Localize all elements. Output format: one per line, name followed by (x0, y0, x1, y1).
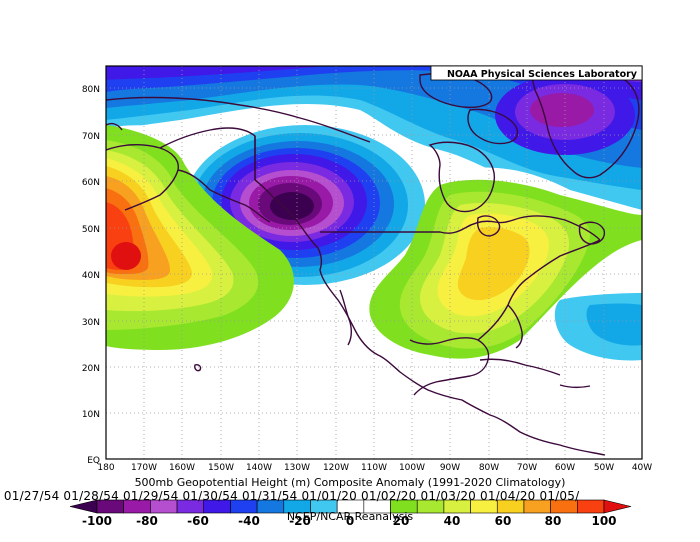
lat-label: 50N (82, 225, 100, 235)
data-credit: NCEP/NCAR Reanalysis (286, 510, 414, 523)
lon-label: 180 (97, 463, 114, 473)
lon-label: 70W (517, 463, 537, 473)
colorbar-tick-label: -100 (81, 514, 113, 528)
lat-label: 80N (82, 85, 100, 95)
lat-label: EQ (87, 456, 100, 466)
lat-label: 10N (82, 410, 100, 420)
colorbar-tick-label: 100 (591, 514, 617, 528)
colorbar-tick-label: 80 (544, 514, 562, 528)
lat-label: 70N (82, 132, 100, 142)
lon-label: 110W (361, 463, 387, 473)
lon-label: 90W (440, 463, 460, 473)
lon-label: 100W (399, 463, 425, 473)
colorbar-tick-label: -80 (136, 514, 158, 528)
anomaly-field (106, 66, 642, 459)
lab-label-box (430, 65, 643, 81)
colorbar-tick-label: -40 (238, 514, 260, 528)
colorbar-tick-label: 40 (443, 514, 461, 528)
lon-label: 80W (479, 463, 499, 473)
lon-label: 170W (131, 463, 157, 473)
lon-label: 140W (246, 463, 272, 473)
colorbar-tick-label: -20 (289, 514, 311, 528)
colorbar-tick-label: -60 (187, 514, 209, 528)
map-title: 500mb Geopotential Height (m) Composite … (134, 476, 566, 489)
lon-label: 60W (555, 463, 575, 473)
lab-name-label: NOAA Physical Sciences Laboratory (447, 69, 638, 80)
lon-label: 150W (208, 463, 234, 473)
lon-label: 120W (323, 463, 349, 473)
lat-label: 30N (82, 318, 100, 328)
lon-label: 50W (594, 463, 614, 473)
colorbar-arrow-high (603, 499, 632, 514)
coastlines (106, 67, 640, 456)
lon-labels: 180 170W 160W 150W 140W 130W 120W 110W 1… (97, 463, 652, 473)
colorbar (69, 499, 632, 514)
lat-label: 20N (82, 364, 100, 374)
lat-label: 40N (82, 271, 100, 281)
colorbar-tick-label: 60 (494, 514, 512, 528)
lon-label: 130W (284, 463, 310, 473)
composite-dates: /54 01/27/54 01/28/54 01/29/54 01/30/54 … (0, 489, 580, 503)
lon-label: 160W (169, 463, 195, 473)
lat-labels: 80N 70N 60N 50N 40N 30N 20N 10N EQ (82, 85, 100, 466)
colorbar-tick-label: 20 (392, 514, 410, 528)
lon-label: 40W (632, 463, 652, 473)
graticule (106, 66, 642, 459)
plot-frame (105, 65, 643, 460)
lat-label: 60N (82, 178, 100, 188)
colorbar-tick-label: 0 (345, 514, 355, 528)
